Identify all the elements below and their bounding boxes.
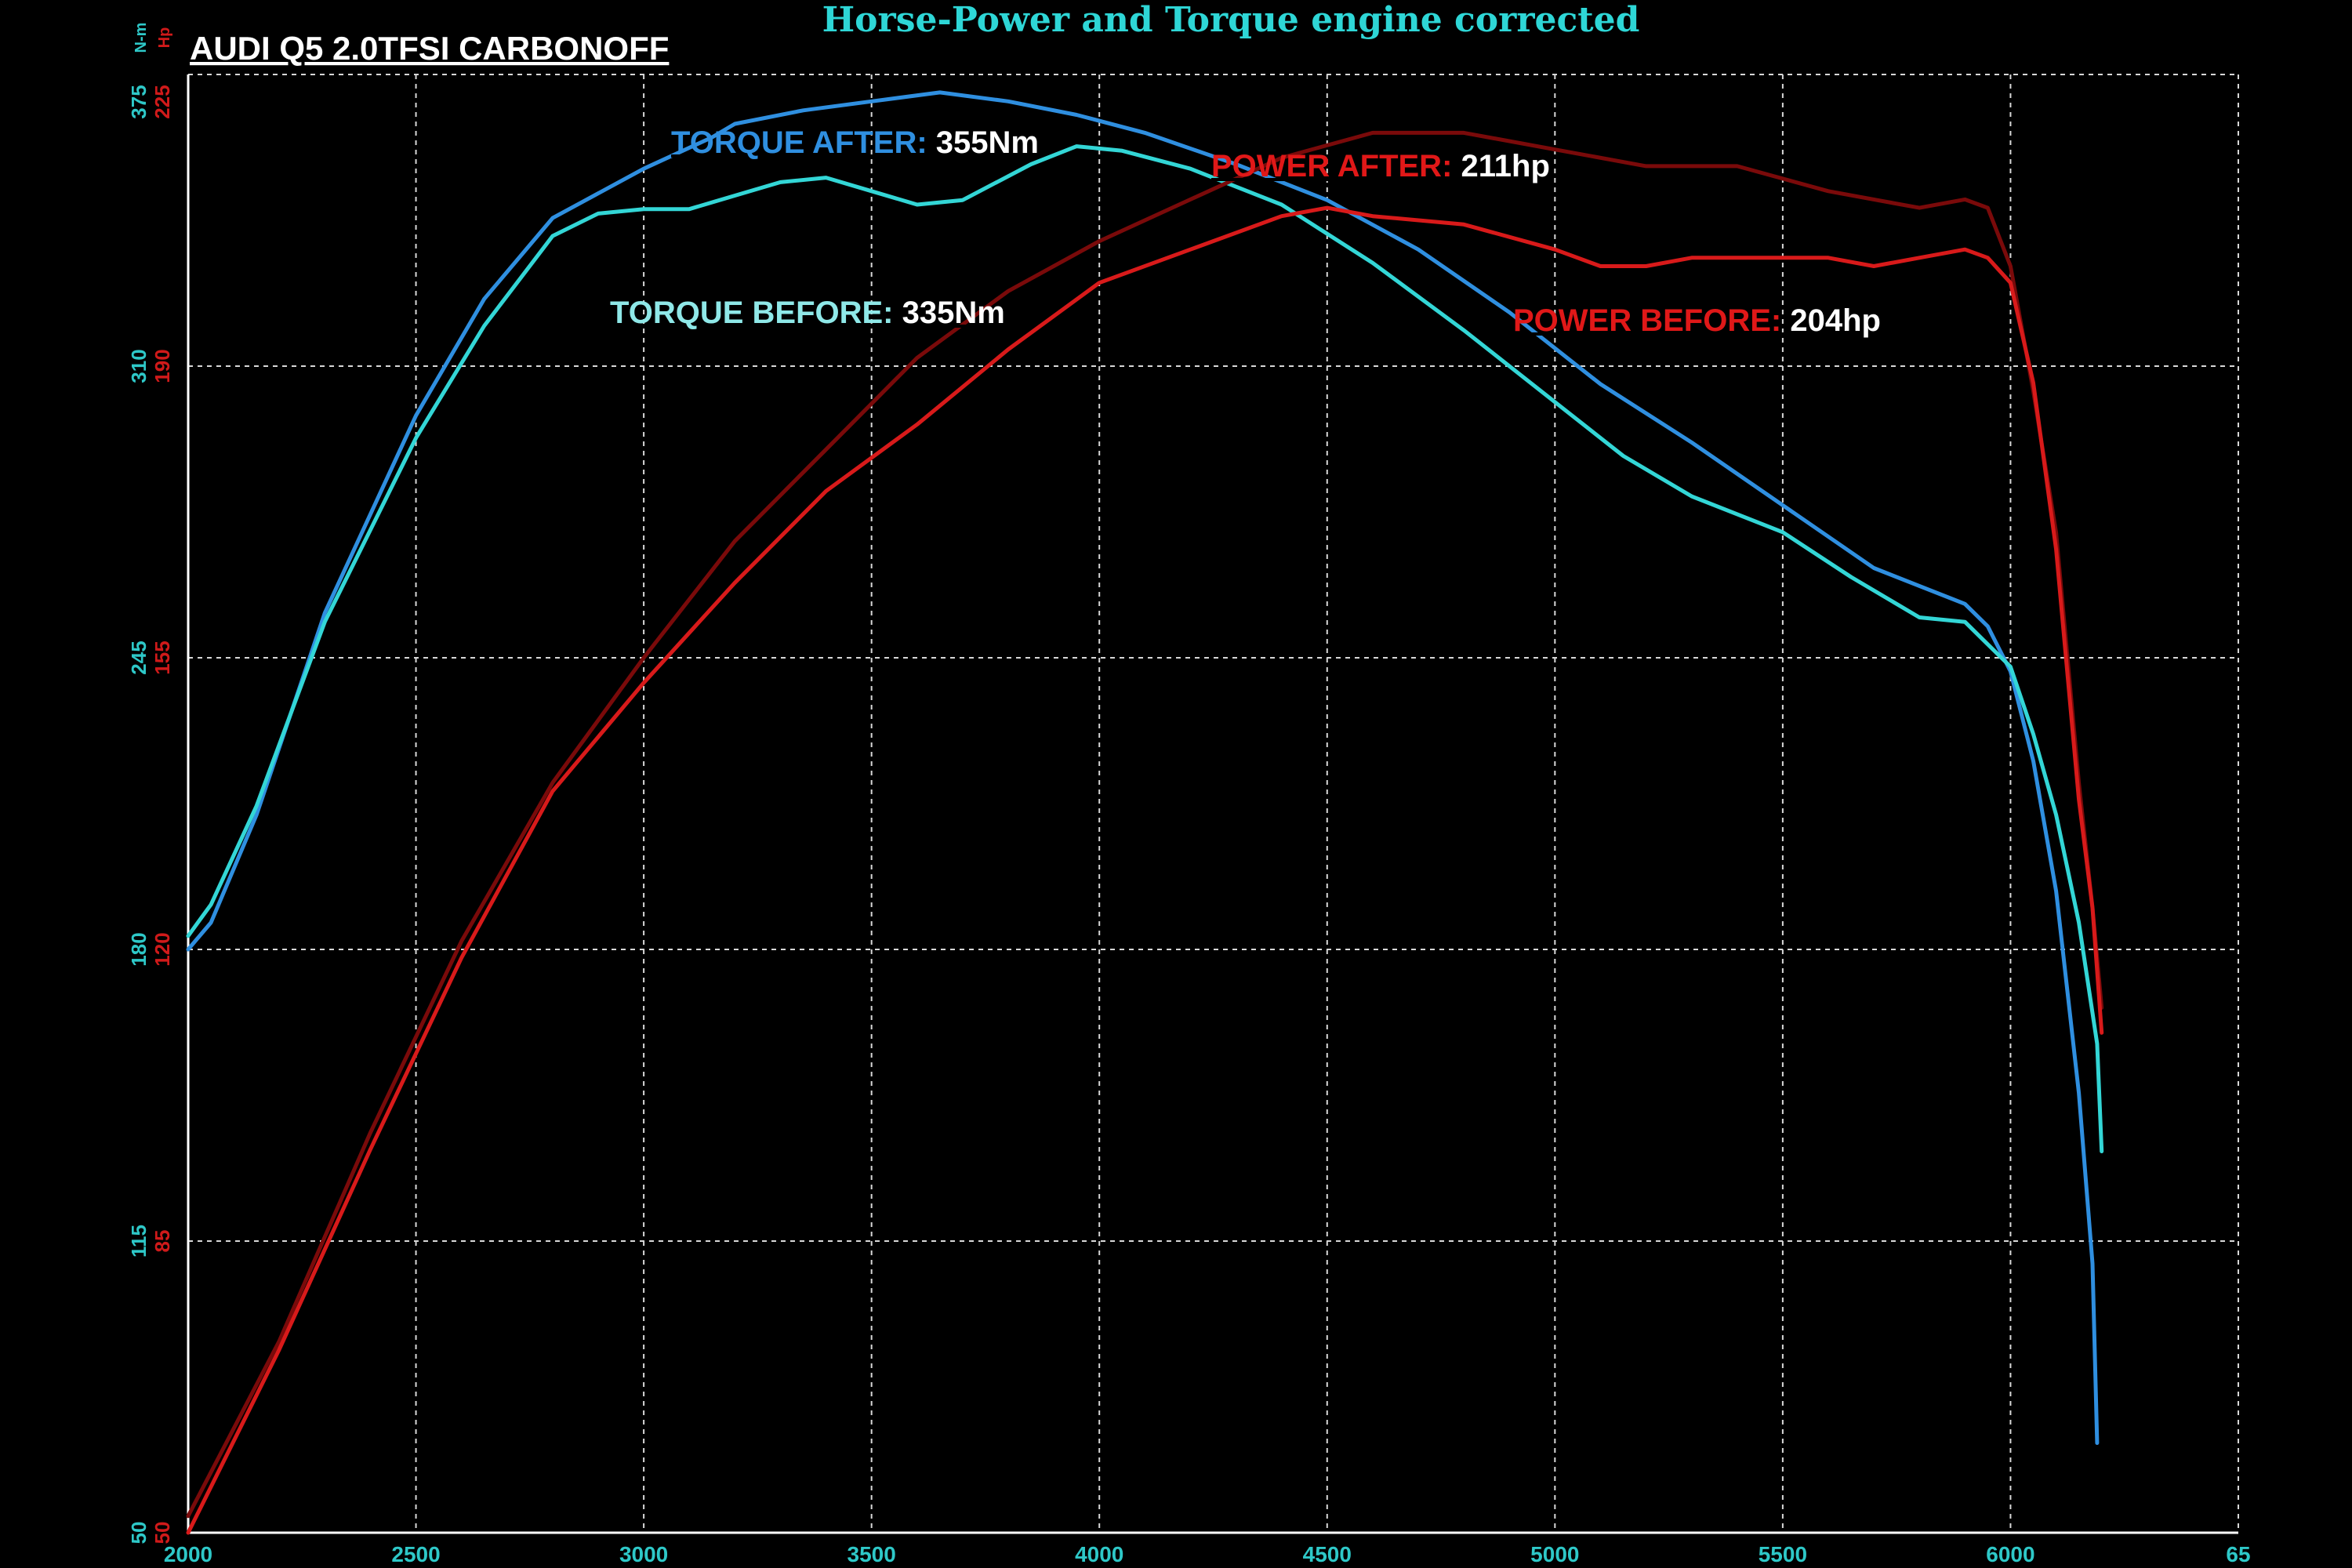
torque-tick-label: 375 [127, 85, 151, 118]
x-tick-label: 65 [2226, 1542, 2250, 1566]
legend-torque-after: TORQUE AFTER: 355Nm [671, 125, 1039, 160]
legend-value: 335Nm [902, 296, 1005, 330]
x-tick-label: 6000 [1986, 1542, 2034, 1566]
torque-after-line [186, 90, 2100, 1445]
torque-tick-label: 310 [127, 349, 151, 383]
torque-before-line [186, 144, 2104, 1153]
legend-torque-before: TORQUE BEFORE: 335Nm [610, 296, 1005, 330]
x-tick-label: 2500 [391, 1542, 440, 1566]
torque-unit-label: N-m [132, 23, 150, 53]
power-unit-label: Hp [156, 27, 173, 49]
legend-label: TORQUE AFTER: [671, 125, 936, 160]
torque-tick-label: 180 [127, 932, 151, 966]
grid-lines [188, 74, 2239, 1533]
legend-value: 204hp [1790, 303, 1881, 338]
x-tick-label: 3500 [848, 1542, 896, 1566]
torque-tick-label: 245 [127, 641, 151, 674]
legend-value: 355Nm [936, 125, 1039, 160]
chart-subtitle: AUDI Q5 2.0TFSI CARBONOFF [190, 30, 669, 67]
power-tick-label: 120 [151, 932, 174, 966]
x-tick-label: 2000 [164, 1542, 212, 1566]
labels: Horse-Power and Torque engine corrected … [190, 0, 1639, 67]
torque-tick-label: 115 [127, 1225, 151, 1258]
power-tick-label: 190 [151, 349, 174, 383]
chart-title: Horse-Power and Torque engine corrected [822, 0, 1640, 40]
legend-value: 211hp [1461, 149, 1550, 183]
power-tick-label: 155 [151, 641, 174, 674]
legend-label: POWER BEFORE: [1513, 303, 1790, 338]
power-tick-label: 50 [151, 1522, 174, 1544]
legend-label: TORQUE BEFORE: [610, 296, 902, 330]
legend: TORQUE AFTER: 355Nm TORQUE BEFORE: 335Nm P… [610, 125, 1881, 338]
axes: 2000 2500 3000 3500 4000 4500 5000 5500 6000 65 50… [127, 23, 2251, 1566]
x-tick-label: 4000 [1075, 1542, 1123, 1566]
power-tick-label: 225 [151, 85, 174, 118]
x-tick-label: 5500 [1759, 1542, 1807, 1566]
legend-label: POWER AFTER: [1211, 149, 1461, 183]
power-before-line [186, 205, 2104, 1535]
legend-power-after: POWER AFTER: 211hp [1211, 149, 1550, 183]
x-tick-label: 3000 [619, 1542, 668, 1566]
torque-tick-label: 50 [127, 1522, 151, 1544]
series-lines [186, 90, 2104, 1535]
x-tick-label: 4500 [1303, 1542, 1352, 1566]
x-tick-label: 5000 [1530, 1542, 1579, 1566]
power-tick-label: 85 [151, 1230, 174, 1253]
legend-power-before: POWER BEFORE: 204hp [1513, 303, 1881, 338]
